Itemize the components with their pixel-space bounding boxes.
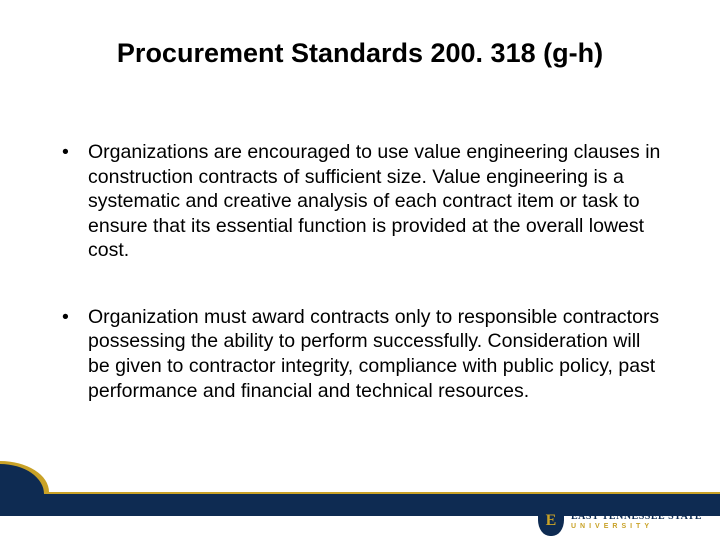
logo-line1: EAST TENNESSEE STATE bbox=[571, 512, 702, 522]
bullet-marker: • bbox=[60, 140, 88, 263]
logo-text: EAST TENNESSEE STATE UNIVERSITY bbox=[571, 512, 702, 530]
slide-title: Procurement Standards 200. 318 (g-h) bbox=[0, 38, 720, 69]
bullet-text: Organization must award contracts only t… bbox=[88, 305, 665, 403]
bullet-item: • Organizations are encouraged to use va… bbox=[60, 140, 665, 263]
university-logo: E EAST TENNESSEE STATE UNIVERSITY bbox=[538, 506, 702, 536]
bullet-item: • Organization must award contracts only… bbox=[60, 305, 665, 403]
bullet-marker: • bbox=[60, 305, 88, 403]
shield-letter: E bbox=[546, 512, 557, 530]
slide-body: • Organizations are encouraged to use va… bbox=[60, 140, 665, 445]
footer-white-strip: E EAST TENNESSEE STATE UNIVERSITY bbox=[0, 516, 720, 540]
bullet-text: Organizations are encouraged to use valu… bbox=[88, 140, 665, 263]
footer-navy-shoulder bbox=[0, 464, 44, 494]
shield-icon: E bbox=[538, 506, 564, 536]
slide: Procurement Standards 200. 318 (g-h) • O… bbox=[0, 0, 720, 540]
logo-line2: UNIVERSITY bbox=[571, 523, 702, 530]
